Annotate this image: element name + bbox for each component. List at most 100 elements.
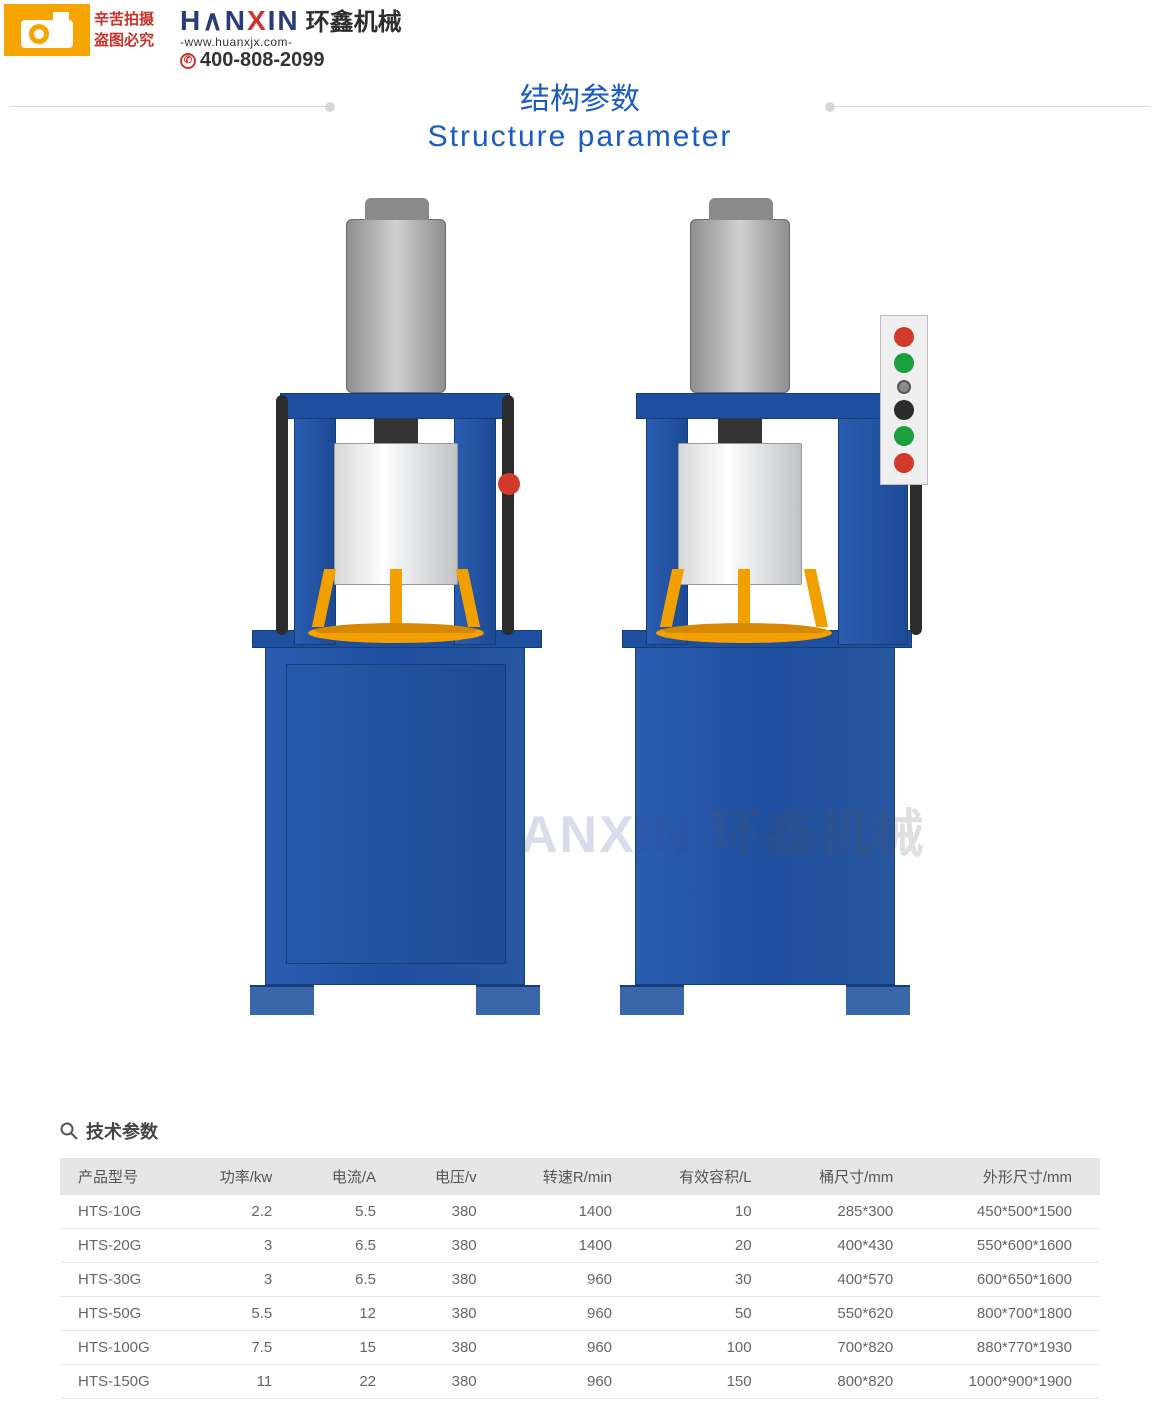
- table-row: HTS-10G2.25.5380140010285*300450*500*150…: [60, 1195, 1100, 1229]
- table-cell: 100: [640, 1331, 780, 1365]
- machine-illustration: [0, 215, 1160, 1035]
- table-cell: 285*300: [780, 1195, 922, 1229]
- table-row: HTS-30G36.538096030400*570600*650*1600: [60, 1263, 1100, 1297]
- control-panel: [880, 315, 928, 485]
- table-row: HTS-100G7.515380960100700*820880*770*193…: [60, 1331, 1100, 1365]
- table-cell: 11: [186, 1365, 300, 1399]
- table-row: HTS-20G36.5380140020400*430550*600*1600: [60, 1229, 1100, 1263]
- button-icon: [894, 453, 914, 473]
- brand-cn: 环鑫机械: [306, 2, 402, 37]
- table-header: 有效容积/L: [640, 1158, 780, 1195]
- brand-logo: H∧NXIN 环鑫机械 -www.huanxjx.com- ✆ 400-808-…: [180, 2, 402, 72]
- phone-icon: ✆: [180, 53, 196, 69]
- title-en: Structure parameter: [0, 120, 1160, 154]
- container-stand: [656, 577, 832, 643]
- table-cell: 400*570: [780, 1263, 922, 1297]
- badge-line1: 辛苦拍摄: [94, 9, 168, 30]
- table-cell: 550*620: [780, 1297, 922, 1331]
- table-cell: HTS-10G: [60, 1195, 186, 1229]
- table-cell: 550*600*1600: [921, 1229, 1100, 1263]
- table-cell: 22: [300, 1365, 404, 1399]
- motor: [346, 219, 446, 393]
- brand-phone: ✆ 400-808-2099: [180, 49, 402, 72]
- table-cell: 1400: [505, 1195, 640, 1229]
- watermark: ANXIN 环鑫机械: [520, 792, 926, 867]
- table-cell: HTS-50G: [60, 1297, 186, 1331]
- table-cell: 5.5: [300, 1195, 404, 1229]
- table-cell: 380: [404, 1365, 505, 1399]
- cabinet-door: [286, 664, 506, 964]
- cable: [502, 395, 514, 635]
- table-cell: 5.5: [186, 1297, 300, 1331]
- camera-icon: [4, 4, 90, 56]
- table-row: HTS-50G5.51238096050550*620800*700*1800: [60, 1297, 1100, 1331]
- table-cell: 800*820: [780, 1365, 922, 1399]
- table-cell: 10: [640, 1195, 780, 1229]
- table-cell: 2.2: [186, 1195, 300, 1229]
- table-cell: 50: [640, 1297, 780, 1331]
- button-icon: [894, 400, 914, 420]
- table-cell: 960: [505, 1263, 640, 1297]
- table-cell: HTS-20G: [60, 1229, 186, 1263]
- badge-text: 辛苦拍摄 盗图必究: [90, 4, 168, 56]
- params-table: 产品型号功率/kw电流/A电压/v转速R/min有效容积/L桶尺寸/mm外形尺寸…: [60, 1158, 1100, 1399]
- table-cell: 380: [404, 1229, 505, 1263]
- table-header: 电压/v: [404, 1158, 505, 1195]
- container-stand: [308, 577, 484, 643]
- mixing-container: [334, 443, 458, 585]
- table-cell: 380: [404, 1195, 505, 1229]
- table-header: 功率/kw: [186, 1158, 300, 1195]
- table-cell: 3: [186, 1263, 300, 1297]
- plunger: [374, 419, 418, 443]
- table-cell: 15: [300, 1331, 404, 1365]
- table-cell: 380: [404, 1263, 505, 1297]
- table-cell: 960: [505, 1297, 640, 1331]
- section-title: 结构参数 Structure parameter: [0, 74, 1160, 154]
- title-cn: 结构参数: [0, 74, 1160, 118]
- table-cell: 150: [640, 1365, 780, 1399]
- foot: [846, 985, 910, 1015]
- table-header: 桶尺寸/mm: [780, 1158, 922, 1195]
- table-cell: 6.5: [300, 1263, 404, 1297]
- table-header: 电流/A: [300, 1158, 404, 1195]
- crossbar: [636, 393, 884, 419]
- table-cell: 960: [505, 1365, 640, 1399]
- table-cell: 800*700*1800: [921, 1297, 1100, 1331]
- table-cell: 380: [404, 1297, 505, 1331]
- badge-line2: 盗图必究: [94, 30, 168, 51]
- table-row: HTS-150G1122380960150800*8201000*900*190…: [60, 1365, 1100, 1399]
- table-cell: HTS-30G: [60, 1263, 186, 1297]
- table-cell: 3: [186, 1229, 300, 1263]
- foot: [250, 985, 314, 1015]
- crossbar: [280, 393, 510, 419]
- table-cell: 700*820: [780, 1331, 922, 1365]
- table-cell: HTS-150G: [60, 1365, 186, 1399]
- mixing-container: [678, 443, 802, 585]
- plunger: [718, 419, 762, 443]
- motor: [690, 219, 790, 393]
- button-icon: [894, 353, 914, 373]
- table-cell: 1000*900*1900: [921, 1365, 1100, 1399]
- machine-side: [600, 215, 930, 1015]
- table-cell: 12: [300, 1297, 404, 1331]
- search-icon: [60, 1122, 78, 1140]
- table-header: 转速R/min: [505, 1158, 640, 1195]
- table-header: 产品型号: [60, 1158, 186, 1195]
- table-cell: 6.5: [300, 1229, 404, 1263]
- button-icon: [894, 327, 914, 347]
- cable: [276, 395, 288, 635]
- table-header-row: 产品型号功率/kw电流/A电压/v转速R/min有效容积/L桶尺寸/mm外形尺寸…: [60, 1158, 1100, 1195]
- knob-icon: [897, 380, 911, 394]
- table-cell: 30: [640, 1263, 780, 1297]
- table-cell: 880*770*1930: [921, 1331, 1100, 1365]
- tech-params-section: 技术参数 产品型号功率/kw电流/A电压/v转速R/min有效容积/L桶尺寸/m…: [60, 1118, 1100, 1399]
- brand-en: H∧NXIN: [180, 4, 300, 37]
- tech-heading: 技术参数: [86, 1118, 158, 1144]
- table-cell: 20: [640, 1229, 780, 1263]
- photo-warning-badge: 辛苦拍摄 盗图必究: [4, 4, 168, 56]
- table-cell: 400*430: [780, 1229, 922, 1263]
- machine-front: [230, 215, 560, 1015]
- table-cell: 600*650*1600: [921, 1263, 1100, 1297]
- table-cell: 1400: [505, 1229, 640, 1263]
- table-cell: HTS-100G: [60, 1331, 186, 1365]
